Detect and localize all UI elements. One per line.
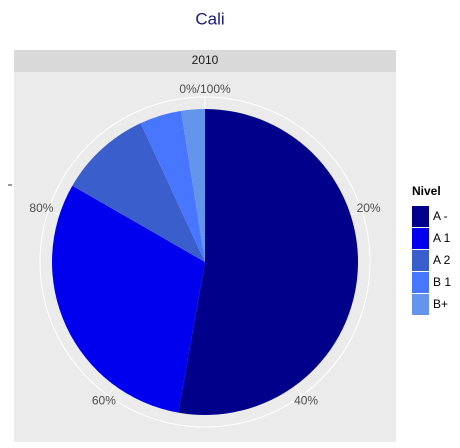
legend-key xyxy=(412,294,429,315)
legend-label: A 2 xyxy=(433,253,451,267)
legend-key xyxy=(412,206,429,227)
angle-tick-label: 0%/100% xyxy=(179,82,231,96)
facet-label: 2010 xyxy=(192,53,219,67)
angle-tick-label: 60% xyxy=(92,393,116,407)
angle-tick-label: 40% xyxy=(294,393,318,407)
legend-title: Nivel xyxy=(412,184,441,198)
legend-key xyxy=(412,250,429,271)
legend-label: A - xyxy=(433,209,448,223)
chart-title: Cali xyxy=(195,9,224,28)
angle-tick-label: 80% xyxy=(29,201,53,215)
legend-label: A 1 xyxy=(433,231,451,245)
pie-slice xyxy=(181,109,205,262)
pie-slice xyxy=(140,110,205,262)
legend-key xyxy=(412,272,429,293)
pie-slice xyxy=(72,123,205,263)
pie-slice xyxy=(51,185,205,413)
legend-key xyxy=(412,228,429,249)
legend-label: B 1 xyxy=(433,275,451,289)
facet-strip xyxy=(14,50,396,72)
pie-slice xyxy=(178,109,359,415)
angle-tick-label: 20% xyxy=(357,201,381,215)
legend-label: B+ xyxy=(433,297,448,311)
